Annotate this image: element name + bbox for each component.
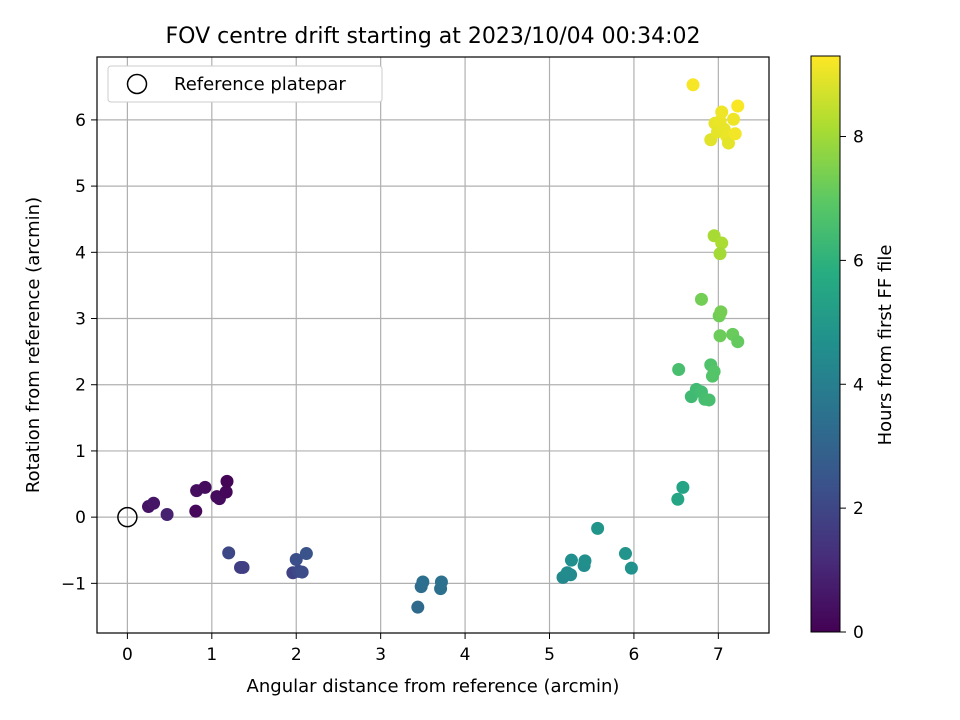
colorbar-tick-label: 0 (853, 623, 864, 643)
x-tick-label: 0 (122, 645, 133, 665)
scatter-point (591, 521, 605, 535)
scatter-point (676, 480, 690, 494)
y-tick-label: 5 (75, 177, 86, 197)
x-tick-label: 6 (629, 645, 640, 665)
legend-box (107, 65, 383, 103)
x-tick-label: 2 (291, 645, 302, 665)
x-tick-label: 5 (544, 645, 555, 665)
scatter-point (624, 561, 638, 575)
colorbar-label: Hours from first FF file (875, 245, 896, 446)
scatter-point (198, 480, 212, 494)
y-tick-label: 0 (75, 508, 86, 528)
scatter-point (411, 600, 425, 614)
x-tick-label: 4 (460, 645, 471, 665)
legend-open-circle-icon (126, 73, 148, 95)
scatter-point (731, 335, 745, 349)
scatter-point (295, 565, 309, 579)
plot-frame (96, 56, 770, 634)
scatter-point (564, 568, 578, 582)
scatter-point (707, 364, 721, 378)
y-tick-label: 1 (75, 442, 86, 462)
scatter-point (721, 136, 735, 150)
scatter-point (694, 292, 708, 306)
scatter-point (713, 247, 727, 261)
x-tick-label: 7 (713, 645, 724, 665)
scatter-point (434, 575, 448, 589)
x-tick-label: 1 (206, 645, 217, 665)
scatter-point (672, 362, 686, 376)
scatter-point (147, 496, 161, 510)
scatter-point (671, 492, 685, 506)
reference-platepar-marker (117, 506, 138, 528)
scatter-point (222, 546, 236, 560)
scatter-point (236, 560, 250, 574)
scatter-point (299, 547, 313, 561)
scatter-point (618, 547, 632, 561)
scatter-point (715, 105, 729, 119)
scatter-point (289, 553, 303, 567)
scatter-point (715, 236, 729, 250)
scatter-point (578, 554, 592, 568)
scatter-point (564, 553, 578, 567)
y-tick-label: 6 (75, 111, 86, 131)
colorbar-tick-label: 8 (853, 128, 864, 148)
scatter-point (160, 507, 174, 521)
y-tick-label: 2 (75, 376, 86, 396)
chart-title: FOV centre drift starting at 2023/10/04 … (166, 24, 701, 49)
scatter-point (686, 78, 700, 92)
y-tick-label: −1 (61, 574, 86, 594)
x-tick-label: 3 (375, 645, 386, 665)
scatter-point (713, 329, 727, 343)
colorbar-tick-label: 6 (853, 251, 864, 271)
y-tick-label: 3 (75, 310, 86, 330)
scatter-point (727, 112, 741, 126)
colorbar (810, 55, 841, 633)
colorbar-ticks: 0 2 4 6 8 (840, 128, 864, 643)
y-axis-ticks: −1 0 1 2 3 4 5 6 (61, 111, 97, 594)
y-tick-label: 4 (75, 243, 86, 263)
scatter-point (731, 99, 745, 113)
scatter-point (702, 393, 716, 407)
y-axis-label: Rotation from reference (arcmin) (23, 197, 44, 493)
x-axis-ticks: 0 1 2 3 4 5 6 7 (122, 633, 724, 665)
grid (97, 57, 769, 633)
x-axis-label: Angular distance from reference (arcmin) (247, 676, 620, 697)
legend: Reference platepar (107, 65, 383, 103)
scatter-point (714, 305, 728, 319)
data-points (141, 78, 745, 614)
scatter-point (416, 575, 430, 589)
scatter-point (219, 485, 233, 499)
legend-label: Reference platepar (174, 74, 346, 95)
colorbar-tick-label: 2 (853, 499, 864, 519)
scatter-point (728, 127, 742, 141)
colorbar-tick-label: 4 (853, 375, 864, 395)
scatter-point (220, 474, 234, 488)
scatter-point (189, 504, 203, 518)
